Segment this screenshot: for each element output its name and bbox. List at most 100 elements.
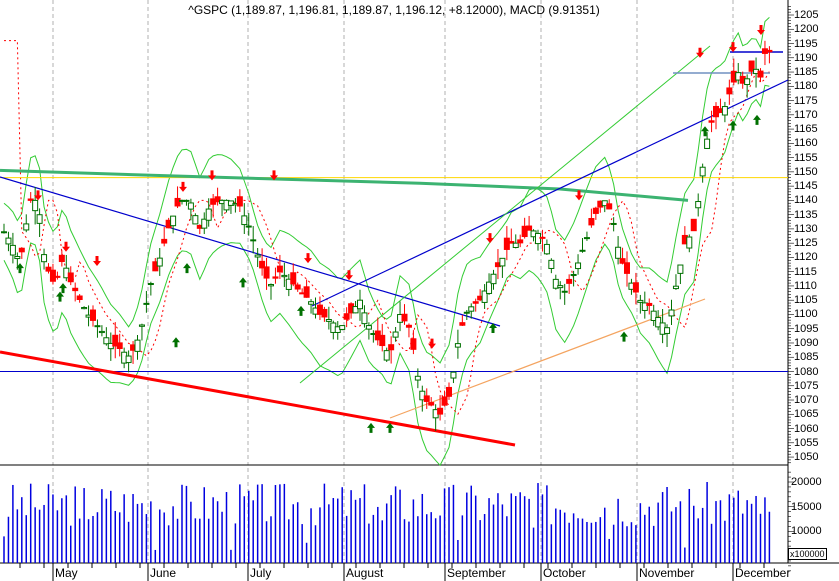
- candle-up: [686, 236, 693, 249]
- candle-up: [672, 285, 679, 290]
- candle-down: [54, 275, 61, 278]
- price-tick-label: 1185: [794, 66, 818, 79]
- price-tick-label: 1080: [794, 365, 819, 378]
- candle-up: [187, 202, 194, 210]
- candle-down: [624, 262, 630, 274]
- candle-down: [321, 308, 328, 318]
- candle-down: [343, 313, 350, 320]
- candle-up: [339, 325, 346, 330]
- volume-unit-label: x100000: [788, 548, 827, 560]
- candle-up: [664, 327, 671, 334]
- candle-up: [486, 281, 493, 294]
- buy-arrow-icon: [753, 114, 761, 125]
- candle-up: [245, 225, 252, 228]
- candle-up: [14, 256, 21, 260]
- sell-arrow-icon: [62, 241, 70, 252]
- sell-arrow-icon: [729, 42, 737, 53]
- candle-up: [134, 339, 141, 352]
- candle-up: [308, 301, 315, 305]
- buy-arrow-icon: [59, 283, 67, 294]
- price-tick-label: 1135: [794, 208, 818, 221]
- price-tick-label: 1175: [794, 94, 818, 107]
- price-tick-label: 1195: [794, 37, 818, 50]
- buy-arrow-icon: [701, 126, 709, 137]
- candle-up: [579, 249, 586, 252]
- price-tick-label: 1070: [794, 394, 819, 407]
- candle-up: [454, 343, 461, 348]
- bollinger-lower: [3, 84, 770, 467]
- month-label-november: November: [639, 566, 695, 580]
- sell-arrow-icon: [757, 24, 765, 35]
- candle-up: [156, 257, 163, 267]
- candle-down: [272, 276, 279, 279]
- price-tick-label: 1125: [794, 237, 818, 250]
- price-tick-label: 1130: [794, 222, 818, 235]
- candle-up: [704, 138, 711, 149]
- bollinger-upper: [3, 17, 770, 364]
- candle-up: [250, 239, 257, 242]
- candle-down: [437, 407, 444, 415]
- candle-up: [499, 257, 506, 267]
- candle-down: [566, 278, 573, 284]
- falling-blue-line: [0, 176, 501, 327]
- candle-up: [201, 218, 208, 229]
- candle-up: [392, 331, 399, 338]
- candle-down: [646, 302, 653, 306]
- candle-down: [517, 239, 524, 244]
- volume-tick-label: 20000: [791, 476, 822, 488]
- candle-up: [143, 302, 150, 305]
- candle-down: [446, 386, 452, 397]
- candle-up: [695, 201, 702, 209]
- price-tick-label: 1105: [794, 294, 818, 307]
- candle-up: [9, 244, 16, 256]
- candle-up: [677, 264, 684, 274]
- price-tick-label: 1065: [794, 408, 819, 421]
- volume-tick-label: 15000: [791, 500, 822, 513]
- price-tick-label: 1170: [794, 108, 818, 121]
- candle-up: [481, 290, 488, 303]
- sell-arrow-icon: [696, 47, 704, 58]
- candle-up: [147, 283, 154, 286]
- candle-up: [138, 324, 145, 327]
- candle-up: [192, 215, 199, 225]
- candle-up: [32, 199, 39, 212]
- candle-up: [281, 274, 288, 278]
- price-tick-label: 1075: [794, 379, 819, 392]
- candle-up: [103, 337, 110, 345]
- volume-tick-label: 10000: [791, 525, 822, 538]
- candle-down: [18, 247, 25, 253]
- candle-down: [428, 402, 435, 406]
- candle-up: [450, 371, 457, 379]
- candle-up: [744, 78, 751, 86]
- buy-arrow-icon: [56, 291, 64, 302]
- candle-down: [76, 295, 83, 301]
- sell-arrow-icon: [345, 270, 353, 281]
- candle-down: [303, 286, 310, 298]
- price-tick-label: 1200: [794, 23, 819, 36]
- month-label-may: May: [55, 566, 78, 580]
- candle-down: [508, 241, 515, 244]
- buy-arrow-icon: [297, 305, 305, 316]
- price-tick-label: 1060: [794, 422, 819, 435]
- candle-down: [90, 309, 96, 321]
- price-tick-label: 1090: [794, 336, 819, 349]
- candle-up: [641, 302, 648, 311]
- candle-up: [570, 273, 577, 276]
- candle-up: [637, 299, 644, 303]
- sell-arrow-icon: [304, 253, 312, 264]
- candle-up: [548, 259, 555, 269]
- candle-down: [606, 203, 613, 210]
- buy-arrow-icon: [729, 120, 737, 131]
- buy-arrow-icon: [367, 422, 375, 433]
- sell-arrow-icon: [179, 181, 187, 192]
- candle-down: [619, 258, 626, 264]
- month-label-july: July: [250, 566, 272, 580]
- price-tick-label: 1160: [794, 137, 818, 150]
- price-tick-label: 1085: [794, 351, 819, 364]
- sell-arrow-icon: [93, 255, 101, 266]
- candle-up: [583, 237, 590, 240]
- candle-up: [268, 284, 274, 287]
- candle-up: [5, 237, 12, 245]
- month-label-october: October: [543, 566, 586, 580]
